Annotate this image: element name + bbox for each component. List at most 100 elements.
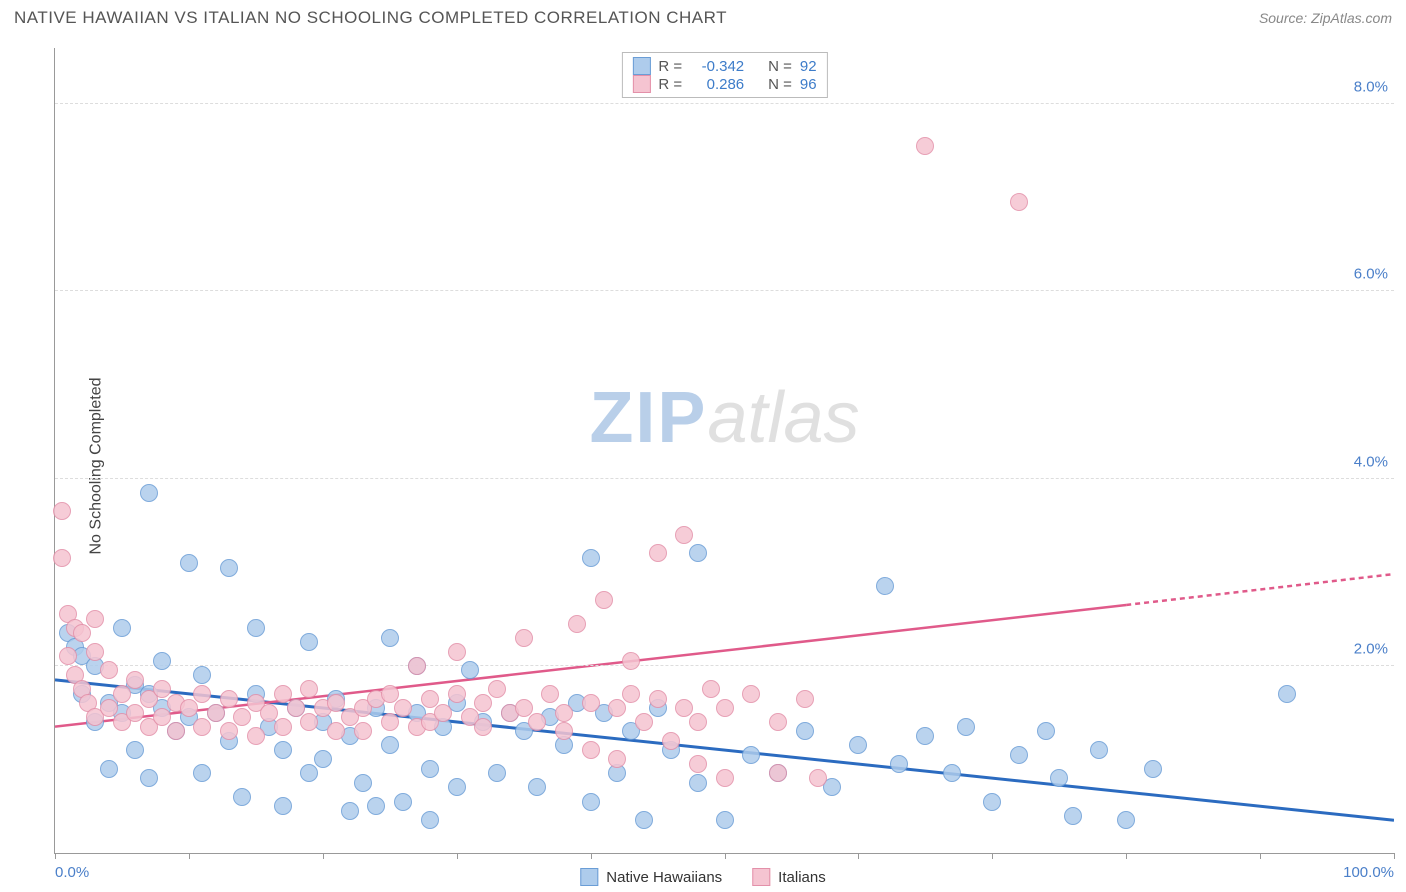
data-point — [983, 793, 1001, 811]
data-point — [582, 741, 600, 759]
data-point — [568, 615, 586, 633]
x-tick — [323, 853, 324, 859]
x-tick-label: 0.0% — [55, 864, 89, 881]
x-tick — [457, 853, 458, 859]
data-point — [515, 699, 533, 717]
data-point — [742, 685, 760, 703]
data-point — [608, 750, 626, 768]
data-point — [662, 732, 680, 750]
data-point — [86, 610, 104, 628]
gridline — [55, 290, 1394, 291]
data-point — [300, 764, 318, 782]
data-point — [193, 666, 211, 684]
data-point — [140, 484, 158, 502]
legend: Native Hawaiians Italians — [580, 868, 825, 886]
legend-swatch — [580, 868, 598, 886]
stats-n-value: 96 — [800, 76, 817, 93]
data-point — [153, 680, 171, 698]
stats-n-value: 92 — [800, 58, 817, 75]
data-point — [314, 750, 332, 768]
gridline — [55, 665, 1394, 666]
data-point — [381, 736, 399, 754]
x-tick — [858, 853, 859, 859]
data-point — [274, 718, 292, 736]
data-point — [193, 718, 211, 736]
x-tick — [1394, 853, 1395, 859]
x-tick — [725, 853, 726, 859]
data-point — [689, 544, 707, 562]
data-point — [1144, 760, 1162, 778]
data-point — [126, 704, 144, 722]
data-point — [716, 811, 734, 829]
data-point — [193, 685, 211, 703]
stats-box: R =-0.342N =92R = 0.286N =96 — [621, 52, 827, 98]
data-point — [193, 764, 211, 782]
data-point — [582, 793, 600, 811]
data-point — [702, 680, 720, 698]
x-tick — [1126, 853, 1127, 859]
data-point — [742, 746, 760, 764]
stats-n-label: N = — [768, 76, 792, 93]
legend-label: Native Hawaiians — [606, 869, 722, 886]
data-point — [180, 699, 198, 717]
data-point — [1278, 685, 1296, 703]
data-point — [100, 661, 118, 679]
data-point — [474, 694, 492, 712]
watermark-zip: ZIP — [589, 378, 707, 458]
data-point — [233, 788, 251, 806]
watermark-atlas: atlas — [707, 378, 859, 458]
x-tick — [1260, 853, 1261, 859]
data-point — [1037, 722, 1055, 740]
data-point — [327, 694, 345, 712]
data-point — [461, 661, 479, 679]
data-point — [541, 685, 559, 703]
data-point — [890, 755, 908, 773]
data-point — [274, 797, 292, 815]
y-tick-label: 6.0% — [1354, 266, 1388, 283]
data-point — [675, 526, 693, 544]
data-point — [769, 764, 787, 782]
data-point — [716, 699, 734, 717]
data-point — [421, 690, 439, 708]
x-tick — [591, 853, 592, 859]
data-point — [100, 699, 118, 717]
stats-row: R =-0.342N =92 — [632, 57, 816, 75]
chart-title: NATIVE HAWAIIAN VS ITALIAN NO SCHOOLING … — [14, 8, 727, 28]
chart-source: Source: ZipAtlas.com — [1259, 10, 1392, 26]
legend-label: Italians — [778, 869, 826, 886]
data-point — [796, 722, 814, 740]
data-point — [849, 736, 867, 754]
data-point — [300, 713, 318, 731]
data-point — [381, 629, 399, 647]
data-point — [260, 704, 278, 722]
data-point — [622, 685, 640, 703]
data-point — [474, 718, 492, 736]
data-point — [689, 713, 707, 731]
stats-r-label: R = — [658, 58, 682, 75]
data-point — [635, 811, 653, 829]
data-point — [448, 778, 466, 796]
data-point — [394, 699, 412, 717]
watermark: ZIPatlas — [589, 377, 859, 459]
data-point — [1117, 811, 1135, 829]
stats-r-value: -0.342 — [690, 58, 744, 75]
stats-swatch — [632, 57, 650, 75]
data-point — [515, 629, 533, 647]
data-point — [582, 549, 600, 567]
data-point — [769, 713, 787, 731]
x-tick — [55, 853, 56, 859]
data-point — [876, 577, 894, 595]
data-point — [1064, 807, 1082, 825]
data-point — [53, 502, 71, 520]
stats-row: R = 0.286N =96 — [632, 75, 816, 93]
data-point — [448, 643, 466, 661]
data-point — [100, 760, 118, 778]
data-point — [381, 713, 399, 731]
gridline — [55, 478, 1394, 479]
data-point — [1050, 769, 1068, 787]
data-point — [916, 727, 934, 745]
data-point — [1090, 741, 1108, 759]
data-point — [126, 741, 144, 759]
data-point — [689, 774, 707, 792]
data-point — [555, 722, 573, 740]
